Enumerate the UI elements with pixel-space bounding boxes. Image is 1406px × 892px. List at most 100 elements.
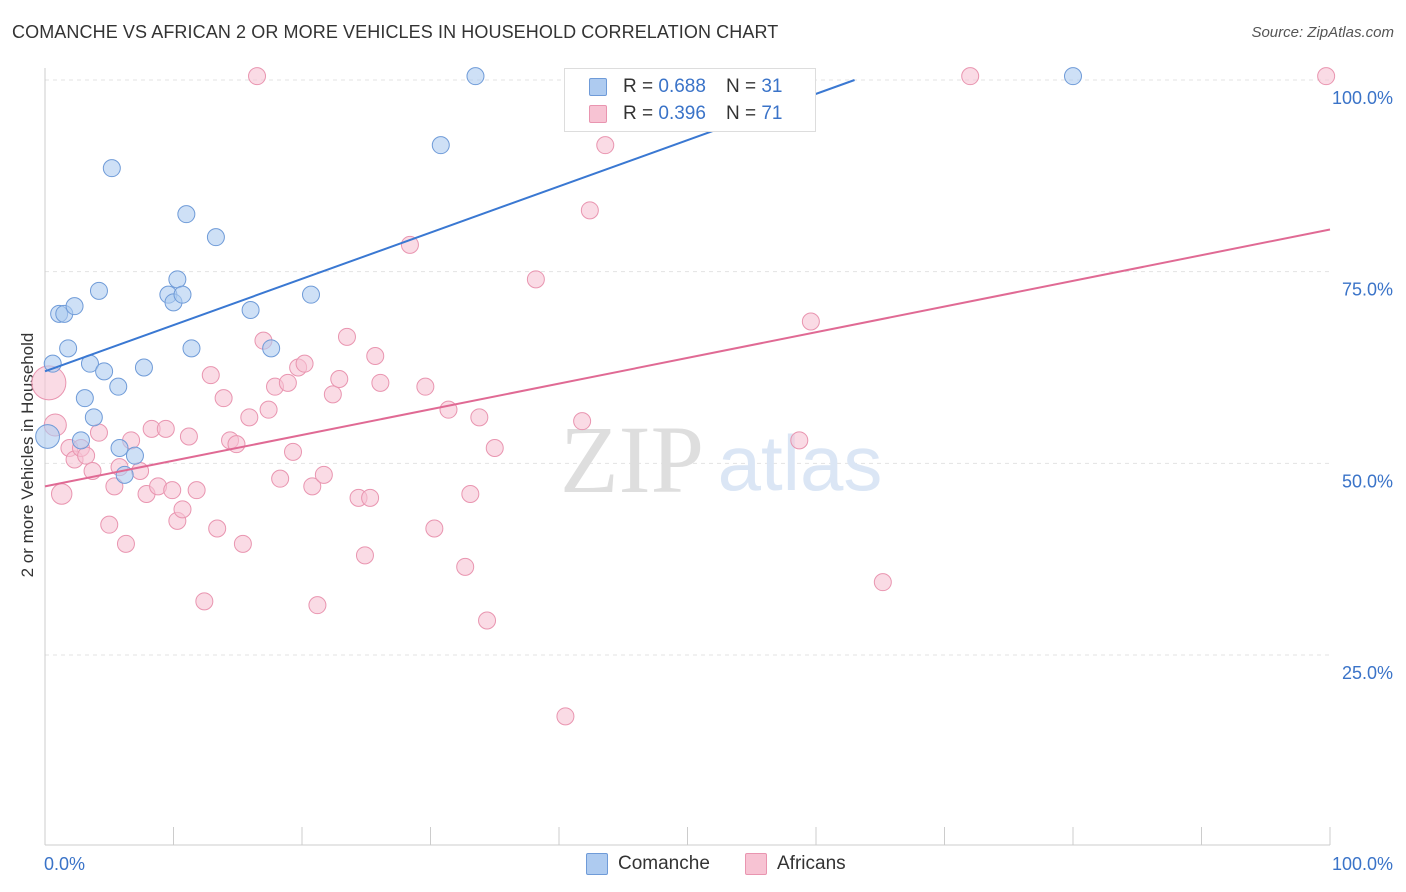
comanche-point	[95, 362, 114, 381]
source-label: Source: ZipAtlas.com	[1251, 24, 1394, 41]
africans-point	[131, 462, 150, 480]
africans-trend-line	[44, 228, 1331, 488]
africans-point	[790, 431, 809, 450]
legend-r-label: R =	[623, 76, 654, 97]
africans-point	[100, 515, 119, 534]
africans-point	[456, 557, 475, 576]
comanche-point	[466, 67, 485, 86]
africans-point	[163, 481, 182, 500]
legend-r-label: R =	[623, 103, 654, 124]
legend-r-value: 0.688	[658, 76, 706, 97]
africans-point	[526, 270, 545, 289]
africans-point	[330, 370, 349, 388]
africans-point	[366, 347, 385, 365]
comanche-point	[173, 285, 192, 304]
legend-n-label: N =	[725, 103, 757, 124]
africans-point	[580, 201, 599, 220]
comanche-point	[262, 339, 281, 358]
comanche-point	[301, 285, 320, 304]
africans-point	[116, 534, 135, 553]
africans-point	[173, 500, 192, 519]
comanche-point	[125, 446, 144, 465]
y-tick-label: 100.0%	[1332, 88, 1393, 108]
africans-point	[278, 373, 297, 392]
africans-point	[89, 423, 108, 442]
africans-point	[195, 592, 214, 611]
africans-point	[233, 534, 252, 553]
comanche-point	[206, 228, 225, 247]
legend-row-africans: R = 0.396 N = 71	[589, 102, 782, 126]
africans-point	[1317, 67, 1336, 86]
africans-point	[371, 373, 390, 392]
africans-point	[240, 408, 259, 427]
legend-n-value: 31	[761, 76, 783, 97]
chart-title: COMANCHE VS AFRICAN 2 OR MORE VEHICLES I…	[12, 22, 779, 42]
africans-point	[873, 573, 892, 592]
comanche-point	[431, 136, 450, 155]
africans-point	[105, 477, 124, 496]
comanche-point	[65, 297, 84, 316]
africans-point	[416, 377, 435, 396]
africans-point	[303, 477, 322, 496]
bottom-legend-swatch-africans	[745, 853, 767, 875]
comanche-point	[75, 389, 94, 408]
africans-point	[596, 136, 615, 155]
legend-box: R = 0.688 N = 31 R = 0.396 N = 71	[564, 68, 816, 132]
africans-point	[271, 469, 290, 488]
africans-point	[573, 412, 592, 431]
bottom-legend-africans: Africans	[745, 852, 846, 876]
comanche-point	[102, 159, 121, 178]
legend-swatch-comanche	[589, 78, 607, 96]
africans-point	[248, 67, 267, 86]
africans-point	[801, 312, 820, 331]
africans-point	[295, 354, 314, 373]
africans-point	[556, 707, 575, 726]
comanche-point	[59, 339, 78, 358]
africans-point	[284, 442, 303, 461]
africans-point	[156, 419, 175, 438]
x-tick-label: 0.0%	[44, 854, 85, 874]
africans-point	[355, 546, 374, 565]
legend-n-label: N =	[725, 76, 757, 97]
africans-point	[259, 400, 278, 419]
africans-point	[470, 408, 489, 427]
comanche-point	[110, 439, 129, 457]
y-tick-label: 50.0%	[1342, 471, 1393, 491]
bottom-legend-label-africans: Africans	[777, 853, 846, 874]
comanche-point	[182, 339, 201, 358]
legend-swatch-africans	[589, 105, 607, 123]
comanche-point	[241, 301, 260, 319]
comanche-point	[71, 431, 90, 450]
africans-point	[51, 483, 73, 505]
africans-point	[187, 481, 206, 500]
legend-n-value: 71	[761, 103, 783, 124]
africans-point	[361, 488, 380, 507]
africans-point	[461, 485, 480, 503]
africans-point	[208, 519, 227, 538]
africans-point	[323, 385, 342, 404]
comanche-point	[168, 270, 187, 289]
comanche-point	[109, 377, 128, 396]
africans-point	[179, 427, 198, 446]
comanche-point	[35, 424, 60, 449]
bottom-legend-label-comanche: Comanche	[618, 853, 710, 874]
africans-point	[485, 439, 504, 457]
africans-point	[425, 519, 444, 538]
africans-point	[478, 611, 497, 630]
x-tick-label: 100.0%	[1332, 854, 1393, 874]
africans-point	[961, 67, 980, 86]
comanche-point	[1064, 67, 1082, 86]
y-tick-label: 25.0%	[1342, 663, 1393, 683]
bottom-legend-comanche: Comanche	[586, 852, 710, 876]
legend-r-value: 0.396	[658, 103, 706, 124]
bottom-legend-swatch-comanche	[586, 853, 608, 875]
legend-row-comanche: R = 0.688 N = 31	[589, 75, 782, 99]
comanche-point	[177, 205, 196, 224]
africans-point	[314, 465, 333, 484]
y-tick-label: 75.0%	[1342, 280, 1393, 300]
comanche-point	[134, 358, 153, 377]
comanche-point	[89, 281, 108, 300]
africans-point	[77, 446, 96, 465]
africans-point	[201, 366, 220, 385]
